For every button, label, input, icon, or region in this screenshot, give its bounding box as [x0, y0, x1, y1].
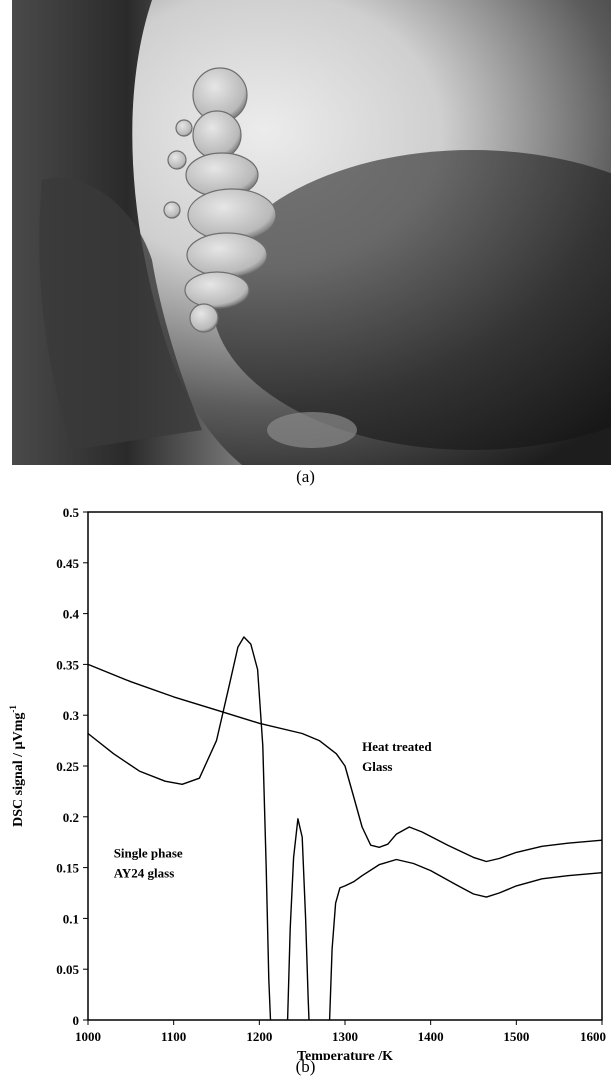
figure-caption-b: (b) [295, 1057, 316, 1076]
series-line [286, 818, 310, 1021]
series-line [328, 858, 603, 1021]
x-axis: 1000 1100 1200 1300 1400 1500 1600 [75, 1020, 606, 1044]
x-tick-label: 1100 [161, 1029, 186, 1044]
y-tick-label: 0.1 [63, 911, 79, 926]
y-tick-label: 0.2 [63, 810, 79, 825]
x-tick-label: 1500 [503, 1029, 529, 1044]
y-axis: 0 0.05 0.1 0.15 0.2 0.25 0.3 0.35 0.4 0.45 0.5 [56, 505, 88, 1028]
y-tick-label: 0.3 [63, 708, 80, 723]
chart-annotation: Heat treated Glass [362, 739, 432, 774]
x-tick-label: 1000 [75, 1029, 101, 1044]
microscope-image [12, 0, 611, 465]
y-tick-label: 0.15 [56, 861, 79, 876]
figure-caption-a: (a) [296, 467, 315, 486]
y-axis-label: DSC signal / µVmg-1 [8, 705, 26, 827]
series-line [87, 663, 603, 863]
y-tick-label: 0.05 [56, 962, 79, 977]
y-axis-label-main: DSC signal / µVmg [11, 713, 26, 827]
y-axis-label-superscript: -1 [8, 705, 18, 713]
dsc-chart: 0 0.05 0.1 0.15 0.2 0.25 0.3 0.35 0.4 0.45 0.5 100… [8, 505, 606, 1060]
series-line [87, 636, 272, 1021]
x-axis-label: Temperature /K [297, 1049, 393, 1060]
x-tick-label: 1300 [332, 1029, 358, 1044]
x-tick-label: 1400 [418, 1029, 444, 1044]
series-layer [87, 636, 603, 1021]
y-tick-label: 0.5 [63, 505, 80, 520]
y-tick-label: 0.45 [56, 556, 79, 571]
x-tick-label: 1600 [580, 1029, 606, 1044]
y-tick-label: 0.4 [63, 607, 80, 622]
chart-annotation: Single phase AY24 glass [114, 845, 183, 880]
x-tick-label: 1200 [246, 1029, 272, 1044]
y-tick-label: 0 [73, 1013, 80, 1028]
annotations: Heat treated Glass Single phase AY24 glass [114, 739, 433, 881]
y-tick-label: 0.35 [56, 657, 79, 672]
y-tick-label: 0.25 [56, 759, 79, 774]
